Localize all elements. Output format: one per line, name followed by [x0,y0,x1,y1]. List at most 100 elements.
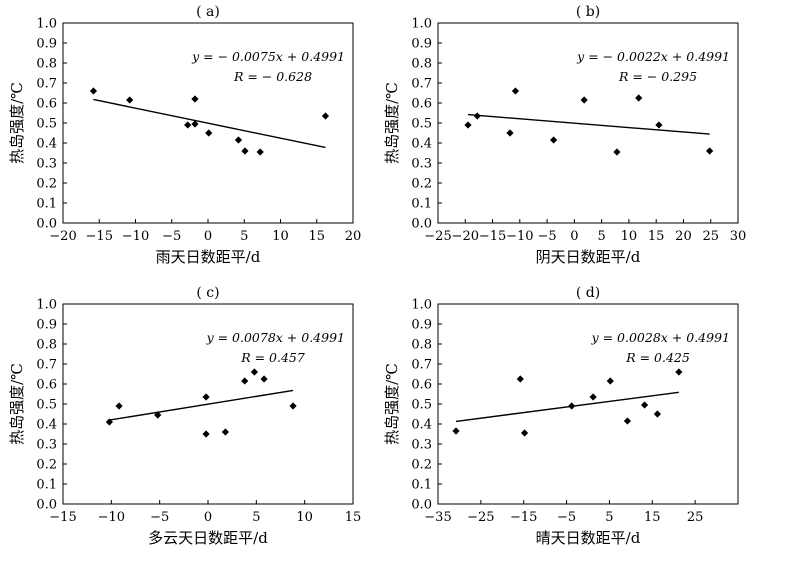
data-point-a [191,120,199,128]
trend-line-b [467,113,710,135]
y-tick-label-b: 0.3 [411,157,432,172]
y-tick-label-b: 0.8 [411,57,432,72]
y-tick-label-a: 0.5 [36,117,57,132]
x-tick-label-c: 10 [296,510,313,525]
y-tick-label-c: 0.7 [36,358,57,373]
y-axis-label-c: 热岛强度/℃ [8,363,26,445]
panel-label-d: ( d) [576,285,600,301]
x-axis-label-d: 晴天日数距平/d [536,529,641,547]
y-tick-label-d: 0.9 [411,318,432,333]
data-point-b [506,129,514,137]
x-tick-label-c: −5 [150,510,169,525]
y-tick-label-d: 0.0 [411,498,432,513]
fit-equation-b: y = − 0.0022x + 0.4991 [576,49,730,64]
y-axis-label-a: 热岛强度/℃ [8,82,26,164]
data-point-c [154,411,162,419]
y-tick-label-c: 0.3 [36,438,57,453]
fit-equation-d: y = 0.0028x + 0.4991 [591,330,730,345]
x-tick-label-a: 5 [240,229,248,244]
panel-label-b: ( b) [576,4,600,20]
panel-label-a: ( a) [196,4,220,20]
data-point-d [606,377,614,385]
y-tick-label-a: 0.7 [36,77,57,92]
y-tick-label-b: 0.7 [411,77,432,92]
data-point-d [589,393,597,401]
y-tick-label-d: 0.4 [411,418,432,433]
fit-equation-a: y = − 0.0075x + 0.4991 [191,49,345,64]
y-tick-label-d: 0.2 [411,458,432,473]
x-tick-label-b: −25 [424,229,451,244]
data-point-c [105,418,113,426]
data-point-a [321,112,330,120]
x-tick-label-b: 10 [621,229,638,244]
y-tick-label-d: 1.0 [411,298,432,313]
trend-line-c [109,389,294,421]
x-tick-label-a: −10 [122,229,149,244]
data-point-b [580,96,588,104]
y-tick-label-c: 0.2 [36,458,57,473]
panel-a: −20 −15 −10 −5 0 5 10 15 20 0.0 0.1 0.2 0.3 0.4 0.5 0.6… [8,4,361,266]
y-tick-label-b: 0.5 [411,117,432,132]
x-tick-label-d: −5 [557,510,576,525]
x-tick-label-c: 15 [345,510,362,525]
x-tick-label-a: 10 [272,229,289,244]
fit-r-value-d: R = 0.425 [625,350,690,365]
y-tick-label-a: 0.6 [36,97,57,112]
y-tick-label-a: 1.0 [36,17,57,32]
data-point-d [653,410,662,418]
y-tick-label-c: 0.5 [36,398,57,413]
x-axis-label-b: 阴天日数距平/d [536,248,641,266]
y-tick-label-d: 0.8 [411,338,432,353]
y-tick-label-a: 0.9 [36,37,57,52]
y-tick-label-b: 1.0 [411,17,432,32]
data-point-a [205,129,213,137]
data-point-b [635,94,643,102]
panel-b: −25 −20 −15 −10 −5 0 5 10 15 20 25 30 0.0 0.1 0.2 0.3 0.… [383,4,746,266]
data-point-d [520,429,529,437]
x-tick-label-a: 20 [345,229,362,244]
y-tick-label-c: 0.4 [36,418,57,433]
x-tick-label-c: −10 [98,510,125,525]
data-point-d [623,417,632,425]
x-axis-label-a: 雨天日数距平/d [156,248,261,266]
y-tick-label-a: 0.0 [36,217,57,232]
data-point-a [191,95,199,103]
data-point-d [516,375,524,383]
y-tick-label-b: 0.4 [411,137,432,152]
data-point-b [613,148,621,156]
data-point-a [234,136,243,144]
y-tick-label-a: 0.8 [36,57,57,72]
y-tick-label-a: 0.1 [36,197,57,212]
y-tick-label-b: 0.2 [411,177,432,192]
x-tick-label-b: 15 [648,229,665,244]
data-point-a [256,148,264,156]
x-tick-label-a: 0 [204,229,212,244]
y-tick-label-a: 0.2 [36,177,57,192]
y-tick-label-c: 1.0 [36,298,57,313]
y-tick-label-c: 0.9 [36,318,57,333]
trend-line-d [455,391,679,423]
panel-c: −15 −10 −5 0 5 10 15 0.0 0.1 0.2 0.3 0.4 0.5 0.6 0.7 0.… [8,285,361,547]
y-axis-label-d: 热岛强度/℃ [383,363,401,445]
x-tick-label-d: 5 [605,510,613,525]
y-tick-label-b: 0.6 [411,97,432,112]
x-tick-label-b: 5 [597,229,605,244]
y-tick-label-d: 0.3 [411,438,432,453]
x-tick-label-d: 25 [687,510,704,525]
x-tick-label-a: −15 [86,229,113,244]
x-tick-label-c: 5 [252,510,260,525]
data-point-a [184,121,192,129]
panel-d: −35 −25 −15 −5 5 15 25 0.0 0.1 0.2 0.3 0.4 0.5 0.6 0.7… [383,285,739,547]
x-tick-label-a: −20 [49,229,76,244]
y-tick-label-b: 0.1 [411,197,432,212]
x-tick-label-b: −5 [538,229,557,244]
y-tick-label-b: 0.9 [411,37,432,52]
data-point-a [89,87,98,95]
data-point-d [452,427,460,435]
x-tick-label-a: 15 [308,229,325,244]
data-point-c [260,375,268,383]
data-point-c [202,430,210,438]
fit-equation-c: y = 0.0078x + 0.4991 [206,330,345,345]
